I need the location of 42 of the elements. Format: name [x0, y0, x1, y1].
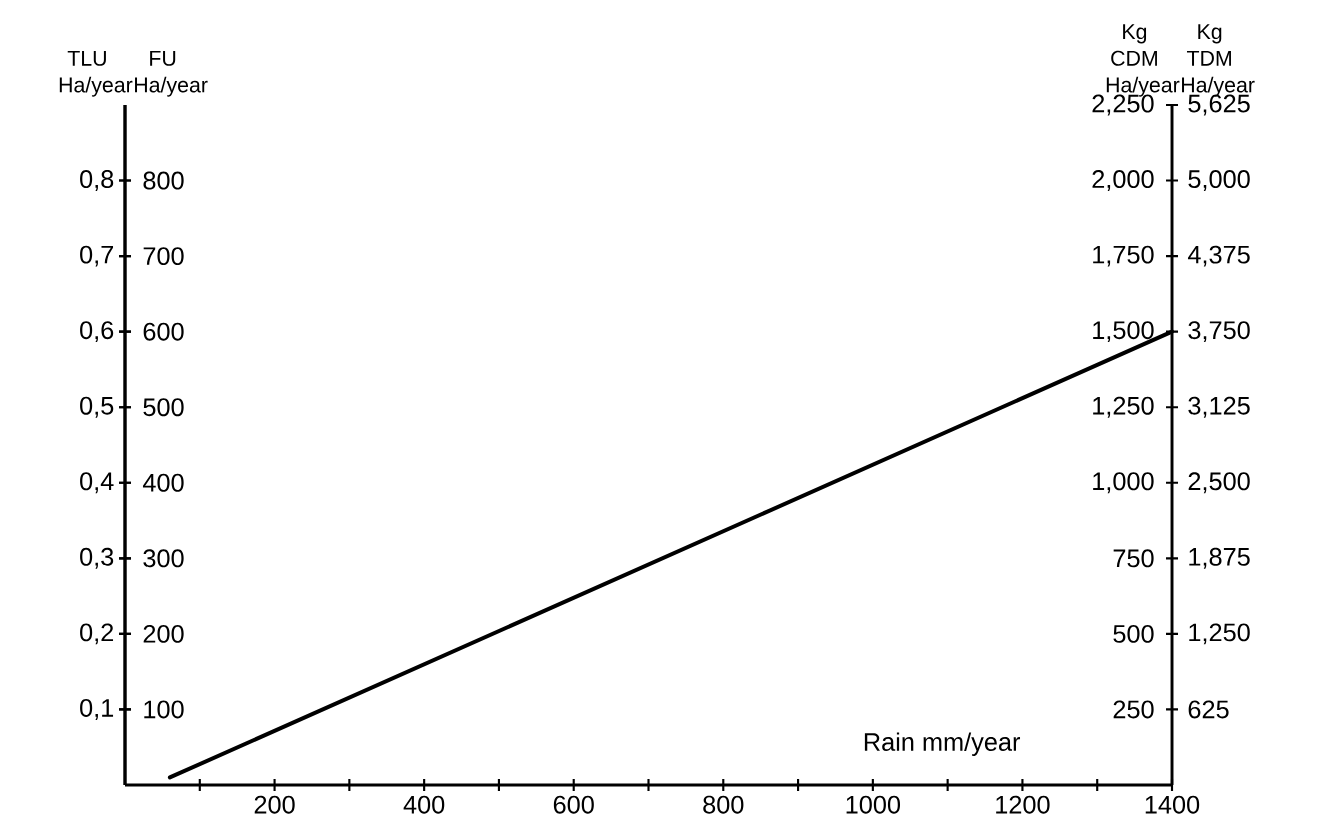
text: 3,750 [1188, 321, 1250, 343]
y2-tick-label: 300 [143, 549, 184, 568]
y3-tick-label: 1,500 [1093, 321, 1154, 343]
text: 1,875 [1189, 547, 1250, 569]
y-tick-label: 0,3 [80, 547, 114, 569]
y3-tick-label: 1,000 [1093, 472, 1154, 494]
text: 4,375 [1187, 245, 1250, 267]
y-tick-label: 0,6 [80, 321, 114, 343]
text: 3,125 [1188, 396, 1250, 418]
y-tick-label: 0,2 [80, 623, 114, 645]
y2-tick-label: 500 [143, 398, 184, 417]
y2-tick-label: 400 [142, 473, 184, 492]
y3-tick-label: 750 [1113, 549, 1154, 568]
y3-tick-label: 250 [1113, 700, 1154, 719]
y-tick-label: 0,4 [80, 472, 114, 494]
text: 5,000 [1188, 170, 1250, 192]
y3-tick-label: 1,750 [1093, 245, 1154, 267]
x-tick-label: 1000 [846, 795, 901, 814]
y-tick-label: 0,7 [80, 245, 114, 267]
y2-axis-title: FU Ha/year [135, 50, 208, 97]
text: 1,250 [1189, 623, 1250, 645]
x-tick-label: 800 [703, 795, 744, 814]
x-tick-label: 1200 [996, 795, 1050, 814]
y2-tick-label: 700 [143, 247, 184, 266]
x-axis-title: Rain mm/year [864, 732, 1021, 756]
text: 2,500 [1188, 472, 1250, 494]
x-tick-label: 200 [254, 795, 295, 814]
y3-tick-label: 500 [1113, 624, 1154, 643]
y3-tick-label: 2,000 [1092, 170, 1154, 192]
x-tick-label: 600 [553, 795, 594, 814]
y-tick-label: 0,1 [80, 698, 114, 720]
text: 625 [1188, 700, 1229, 719]
x-tick-label: 400 [403, 795, 445, 814]
y-axis-title: TLU Ha/year [59, 50, 133, 97]
y-tick-label: 0,5 [80, 396, 114, 418]
x-tick-label: 1400 [1145, 795, 1200, 814]
y2-tick-label: 800 [143, 171, 184, 190]
y-tick-label: 0,8 [80, 170, 114, 192]
y2-tick-label: 600 [143, 322, 184, 341]
y2-tick-label: 200 [143, 624, 184, 643]
y2-tick-label: 100 [144, 700, 184, 719]
y3-tick-label: 1,250 [1093, 396, 1154, 418]
